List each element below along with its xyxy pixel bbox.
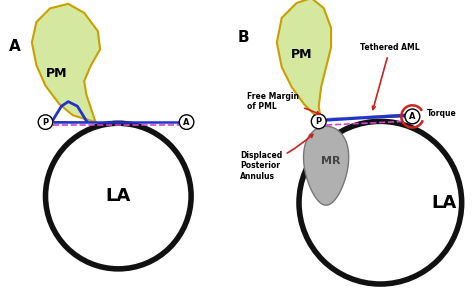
Text: LA: LA	[432, 194, 457, 212]
Text: PM: PM	[46, 67, 68, 80]
Polygon shape	[32, 4, 100, 122]
Text: MR: MR	[321, 156, 341, 166]
Text: Tethered AML: Tethered AML	[360, 43, 420, 110]
Text: Free Margin
of PML: Free Margin of PML	[247, 92, 319, 114]
Text: P: P	[43, 118, 48, 127]
Circle shape	[405, 109, 420, 124]
Text: P: P	[316, 117, 322, 126]
Text: A: A	[183, 118, 190, 127]
Text: PM: PM	[291, 48, 312, 61]
Circle shape	[46, 123, 191, 269]
Text: Displaced
Posterior
Annulus: Displaced Posterior Annulus	[240, 134, 313, 181]
Text: A: A	[9, 39, 21, 54]
Polygon shape	[303, 126, 349, 205]
Text: LA: LA	[106, 187, 131, 205]
Circle shape	[311, 114, 326, 129]
Circle shape	[179, 115, 194, 129]
Text: B: B	[237, 30, 249, 45]
Text: A: A	[409, 112, 416, 121]
Circle shape	[299, 121, 462, 284]
Circle shape	[38, 115, 53, 129]
Text: Torque: Torque	[427, 110, 457, 119]
Polygon shape	[277, 0, 331, 121]
